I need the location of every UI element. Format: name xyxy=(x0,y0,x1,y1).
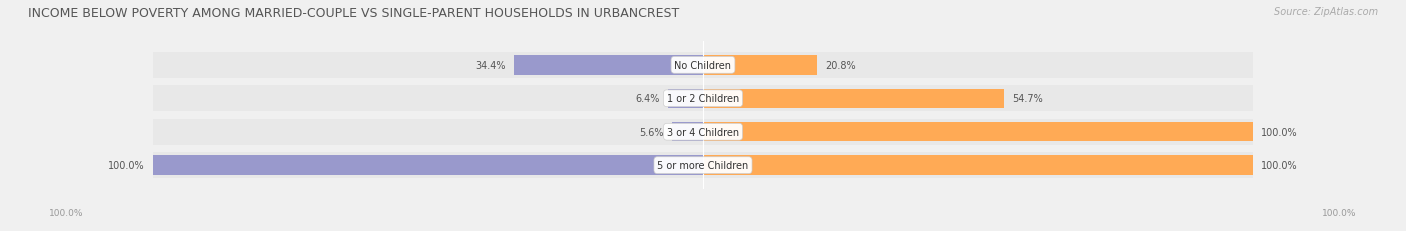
Text: 6.4%: 6.4% xyxy=(636,94,659,104)
Text: No Children: No Children xyxy=(675,61,731,70)
Text: 1 or 2 Children: 1 or 2 Children xyxy=(666,94,740,104)
Bar xyxy=(153,156,703,175)
Bar xyxy=(672,122,703,142)
Text: 5 or more Children: 5 or more Children xyxy=(658,161,748,170)
Bar xyxy=(703,86,1253,112)
Text: 100.0%: 100.0% xyxy=(1261,161,1298,170)
Bar xyxy=(703,53,1253,79)
Text: 100.0%: 100.0% xyxy=(1261,127,1298,137)
Bar xyxy=(703,119,1253,145)
Text: 5.6%: 5.6% xyxy=(640,127,664,137)
Text: 100.0%: 100.0% xyxy=(1322,208,1357,217)
Text: 54.7%: 54.7% xyxy=(1012,94,1043,104)
Bar xyxy=(513,56,703,75)
Text: 3 or 4 Children: 3 or 4 Children xyxy=(666,127,740,137)
Bar xyxy=(668,89,703,109)
Text: 34.4%: 34.4% xyxy=(475,61,506,70)
Bar xyxy=(703,122,1253,142)
Text: INCOME BELOW POVERTY AMONG MARRIED-COUPLE VS SINGLE-PARENT HOUSEHOLDS IN URBANCR: INCOME BELOW POVERTY AMONG MARRIED-COUPL… xyxy=(28,7,679,20)
Bar xyxy=(153,86,703,112)
Bar xyxy=(153,53,703,79)
Bar xyxy=(703,56,817,75)
Bar xyxy=(703,152,1253,178)
Bar xyxy=(153,152,703,178)
Bar xyxy=(703,89,1004,109)
Bar xyxy=(703,156,1253,175)
Bar xyxy=(153,119,703,145)
Text: 20.8%: 20.8% xyxy=(825,61,856,70)
Text: 100.0%: 100.0% xyxy=(108,161,145,170)
Text: Source: ZipAtlas.com: Source: ZipAtlas.com xyxy=(1274,7,1378,17)
Text: 100.0%: 100.0% xyxy=(49,208,84,217)
